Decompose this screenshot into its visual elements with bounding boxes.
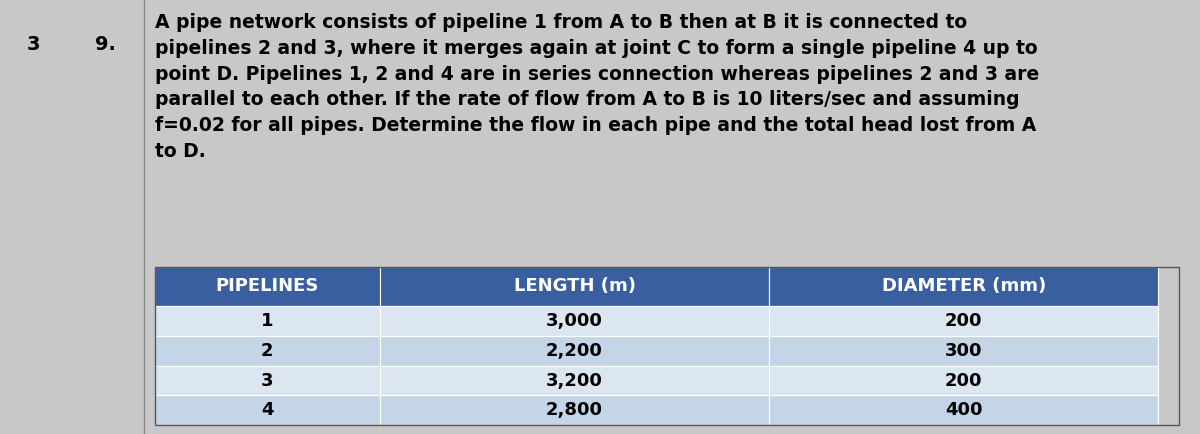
Text: 300: 300: [946, 342, 983, 360]
FancyBboxPatch shape: [380, 365, 769, 395]
Text: 200: 200: [946, 372, 983, 390]
FancyBboxPatch shape: [769, 306, 1158, 336]
Text: 3,200: 3,200: [546, 372, 602, 390]
Text: 4: 4: [260, 401, 274, 419]
FancyBboxPatch shape: [155, 336, 380, 365]
Text: 9.: 9.: [95, 35, 115, 54]
Text: 3,000: 3,000: [546, 312, 602, 330]
FancyBboxPatch shape: [155, 365, 380, 395]
FancyBboxPatch shape: [769, 336, 1158, 365]
Text: PIPELINES: PIPELINES: [216, 277, 319, 296]
Text: 1: 1: [260, 312, 274, 330]
Text: 3: 3: [260, 372, 274, 390]
FancyBboxPatch shape: [380, 395, 769, 425]
FancyBboxPatch shape: [769, 395, 1158, 425]
Text: 200: 200: [946, 312, 983, 330]
FancyBboxPatch shape: [769, 267, 1158, 306]
Text: 400: 400: [946, 401, 983, 419]
FancyBboxPatch shape: [155, 267, 380, 306]
FancyBboxPatch shape: [380, 267, 769, 306]
FancyBboxPatch shape: [380, 306, 769, 336]
Text: LENGTH (m): LENGTH (m): [514, 277, 636, 296]
Text: 2: 2: [260, 342, 274, 360]
Text: 2,800: 2,800: [546, 401, 604, 419]
FancyBboxPatch shape: [380, 336, 769, 365]
FancyBboxPatch shape: [155, 395, 380, 425]
Text: A pipe network consists of pipeline 1 from A to B then at B it is connected to
p: A pipe network consists of pipeline 1 fr…: [155, 13, 1039, 161]
Text: 3: 3: [26, 35, 40, 54]
FancyBboxPatch shape: [769, 365, 1158, 395]
FancyBboxPatch shape: [155, 306, 380, 336]
Text: 2,200: 2,200: [546, 342, 602, 360]
Text: DIAMETER (mm): DIAMETER (mm): [882, 277, 1046, 296]
